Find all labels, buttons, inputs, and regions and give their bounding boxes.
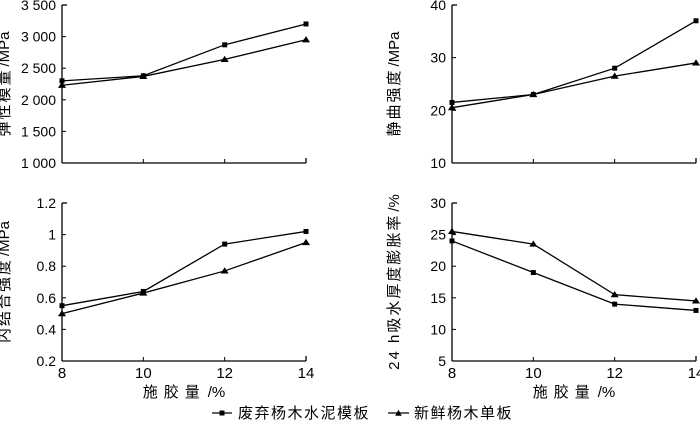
svg-text:1 000: 1 000 — [21, 155, 56, 171]
svg-text:8: 8 — [448, 365, 456, 382]
svg-text:3 000: 3 000 — [21, 29, 56, 45]
svg-text:8: 8 — [58, 365, 66, 382]
svg-text:新鲜杨木单板: 新鲜杨木单板 — [414, 404, 513, 422]
svg-text:30: 30 — [430, 195, 446, 211]
svg-text:0.8: 0.8 — [37, 258, 57, 274]
svg-text:5: 5 — [438, 353, 446, 369]
svg-text:15: 15 — [430, 290, 446, 306]
svg-text:14: 14 — [688, 365, 700, 382]
svg-text:废弃杨木水泥模板: 废弃杨木水泥模板 — [238, 404, 370, 422]
svg-text:20: 20 — [430, 258, 446, 274]
svg-text:2 000: 2 000 — [21, 92, 56, 108]
svg-text:0.2: 0.2 — [37, 353, 57, 369]
svg-text:施胶量/%: 施胶量/% — [143, 384, 226, 401]
svg-text:2 500: 2 500 — [21, 60, 56, 76]
svg-text:10: 10 — [430, 321, 446, 337]
svg-text:0.6: 0.6 — [37, 290, 57, 306]
svg-text:20: 20 — [430, 102, 446, 118]
svg-text:24 h吸水厚度膨胀率/%: 24 h吸水厚度膨胀率/% — [386, 194, 403, 370]
svg-text:弹性模量/MPa: 弹性模量/MPa — [0, 31, 13, 137]
svg-text:1 500: 1 500 — [21, 123, 56, 139]
svg-text:施胶量/%: 施胶量/% — [533, 384, 616, 401]
svg-text:1.2: 1.2 — [37, 195, 57, 211]
svg-text:12: 12 — [606, 365, 623, 382]
svg-text:内结合强度/MPa: 内结合强度/MPa — [0, 220, 13, 343]
svg-text:25: 25 — [430, 227, 446, 243]
svg-text:30: 30 — [430, 50, 446, 66]
svg-text:静曲强度/MPa: 静曲强度/MPa — [386, 31, 403, 137]
svg-text:10: 10 — [525, 365, 542, 382]
svg-text:1: 1 — [48, 227, 56, 243]
svg-text:0.4: 0.4 — [37, 321, 57, 337]
svg-text:14: 14 — [298, 365, 315, 382]
svg-text:3 500: 3 500 — [21, 0, 56, 13]
svg-text:10: 10 — [430, 155, 446, 171]
svg-text:10: 10 — [135, 365, 152, 382]
svg-text:12: 12 — [216, 365, 233, 382]
svg-text:40: 40 — [430, 0, 446, 13]
